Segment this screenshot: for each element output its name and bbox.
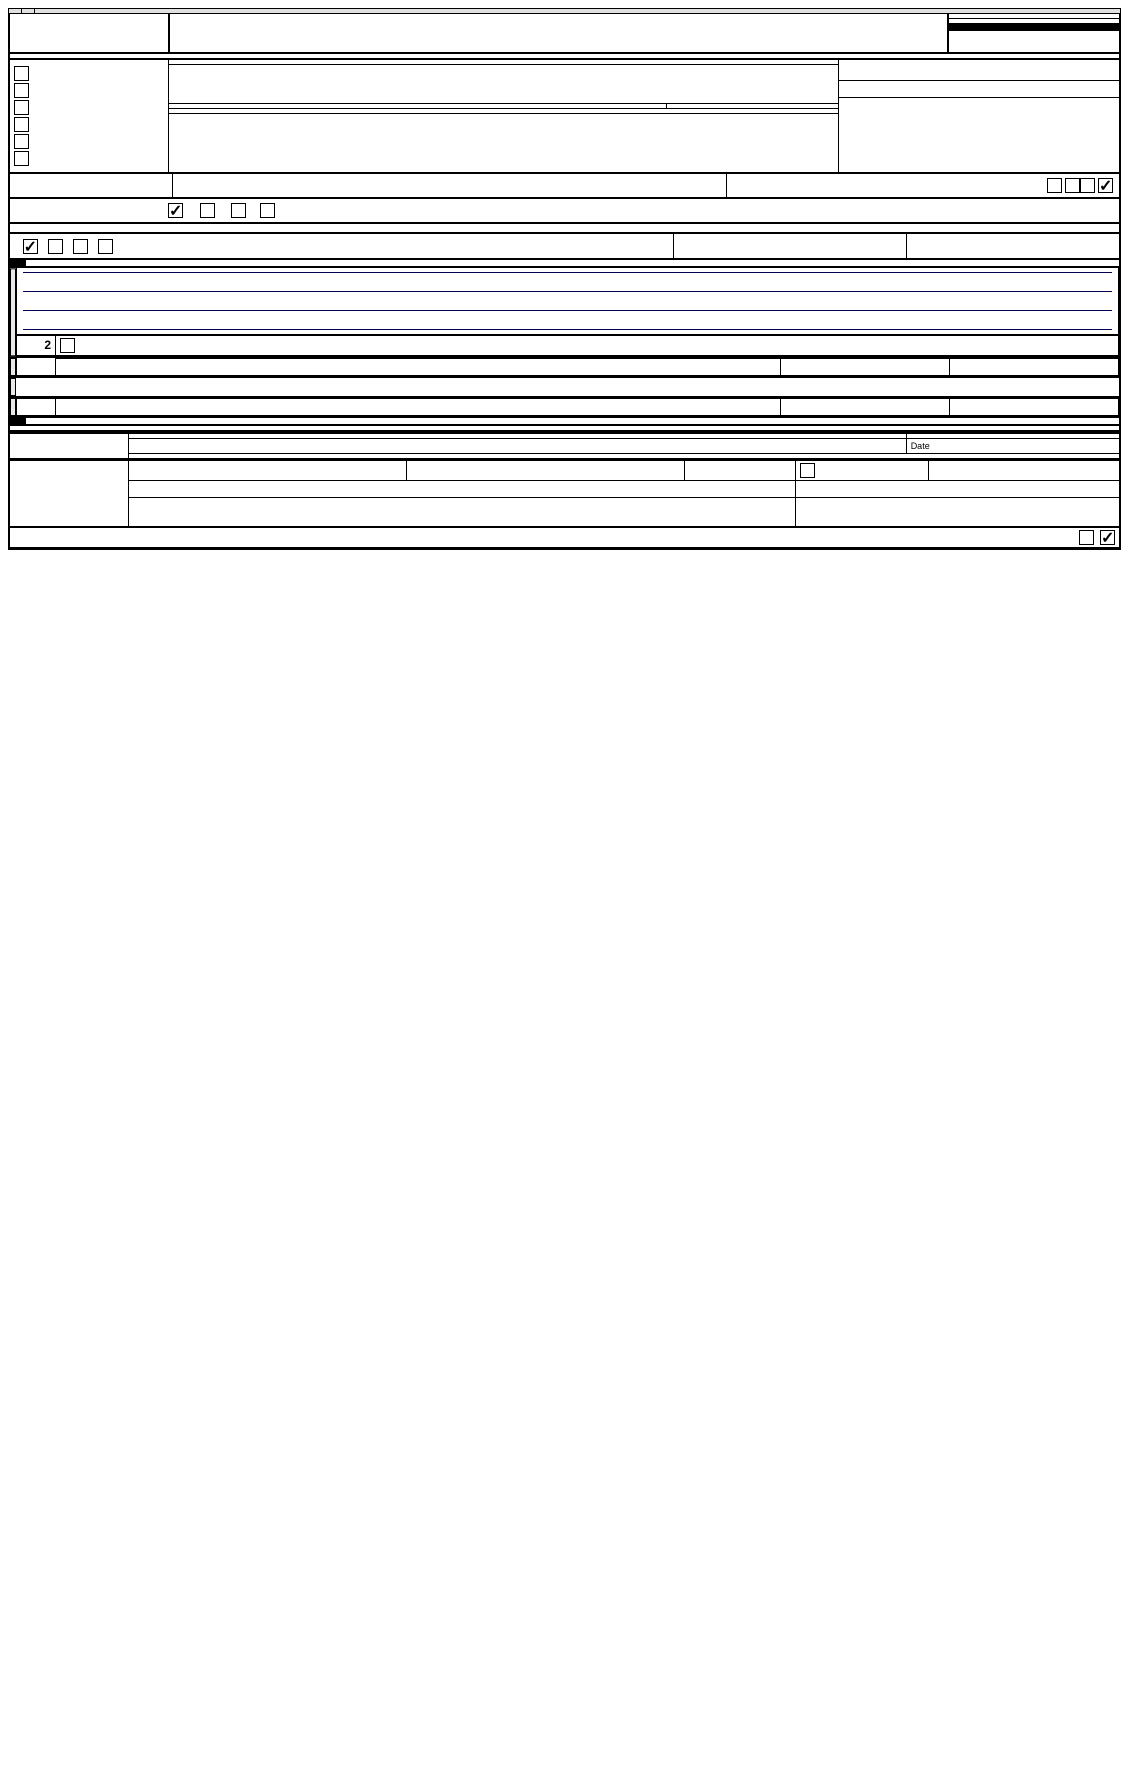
discuss-row [8,528,1121,549]
checkbox-icon[interactable] [1080,178,1095,193]
checkbox-icon[interactable] [1079,530,1094,545]
tax-status-row [8,199,1121,224]
submission-date [22,9,35,13]
tab-governance [10,268,16,356]
footer [8,549,1121,554]
signature-table: Date [8,432,1121,460]
dln [1108,9,1120,13]
part2-title [26,418,42,424]
checkbox-icon[interactable] [1100,530,1115,545]
part2-header-row [8,418,1121,426]
checkbox-icon[interactable] [260,203,275,218]
org-form-row [8,234,1121,259]
form-header [8,14,1121,54]
tab-netassets [10,398,16,416]
part1-badge [10,260,26,266]
line2 [56,335,1119,355]
preparer-table [8,460,1121,528]
checkbox-icon[interactable] [73,239,88,254]
header-prior [781,358,950,375]
checkbox-icon[interactable] [168,203,183,218]
checkbox-icon [14,134,29,149]
chk-initial[interactable] [14,100,164,115]
part1-header-row [8,260,1121,268]
efile-label[interactable] [9,9,22,13]
tab-revenue [10,358,16,376]
chk-pending[interactable] [14,151,164,166]
mission-blank [23,273,1112,292]
part2-badge [10,418,26,424]
checkbox-icon[interactable] [231,203,246,218]
ein [843,64,1115,76]
netassets-table [16,398,1119,416]
checkbox-icon[interactable] [23,239,38,254]
entity-section [8,60,1121,174]
expenses-table [16,378,1119,396]
mission-blank [23,292,1112,311]
sign-here-label [9,433,129,459]
website-row [8,224,1121,234]
paid-preparer-label [9,460,129,527]
officer-and-h-row [8,174,1121,199]
open-public-badge [949,23,1119,31]
checkbox-icon [14,117,29,132]
governance-table: 2 [16,335,1119,356]
header-end [950,398,1119,415]
chk-final[interactable] [14,117,164,132]
type-label [129,453,1121,459]
mission-blank [23,311,1112,330]
website-label [10,224,162,232]
checkbox-icon[interactable] [98,239,113,254]
chk-amended[interactable] [14,134,164,149]
checkbox-icon [14,151,29,166]
chk-name-change[interactable] [14,83,164,98]
checkbox-icon[interactable] [800,463,815,478]
prep-check [795,460,928,480]
checkbox-icon[interactable] [1047,178,1062,193]
checkbox-icon[interactable] [1065,178,1080,193]
checkbox-icon[interactable] [200,203,215,218]
revenue-table [16,358,1119,376]
checkbox-icon[interactable] [60,338,75,353]
checkbox-icon[interactable] [48,239,63,254]
year-formation [673,234,906,257]
tab-expenses [10,378,16,396]
status-label [10,199,162,222]
phone [843,85,1115,93]
checkbox-icon [14,83,29,98]
checkbox-icon [14,66,29,81]
state-domicile [906,234,1119,257]
checkbox-icon[interactable] [1098,178,1113,193]
header-beg [781,398,950,415]
header-curr [950,358,1119,375]
website [162,224,1119,232]
chk-address-change[interactable] [14,66,164,81]
checkbox-icon [14,100,29,115]
part1-title [26,260,42,266]
